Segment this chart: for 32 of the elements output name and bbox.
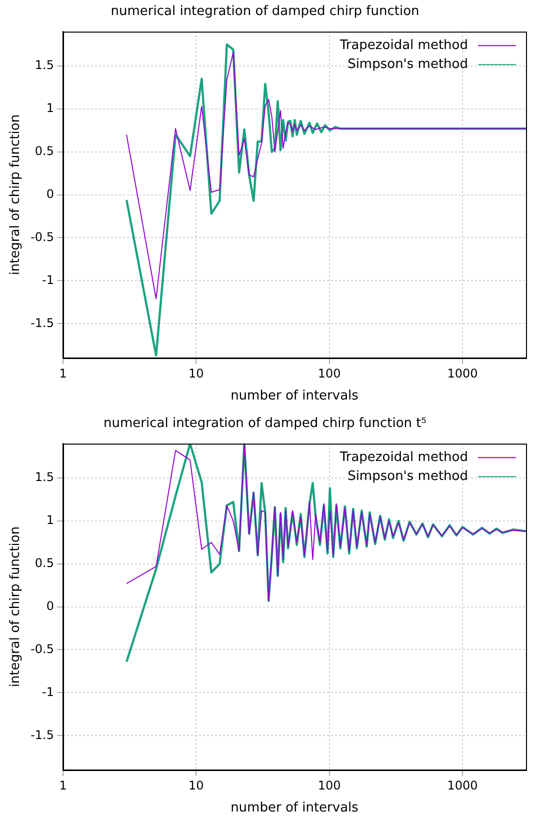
y-tick-label: -0.5	[30, 230, 54, 244]
legend-label: Simpson's method	[348, 56, 468, 72]
y-tick-label: -1.5	[30, 728, 54, 742]
chart-title: numerical integration of damped chirp function t⁵	[104, 416, 426, 432]
y-tick-label: -1	[42, 684, 54, 699]
y-tick-label: -1	[42, 272, 54, 287]
x-axis-title: number of intervals	[230, 800, 359, 816]
legend-label: Trapezoidal method	[338, 38, 468, 53]
y-tick-label: 0	[46, 598, 54, 613]
chart-title: numerical integration of damped chirp function	[110, 4, 420, 20]
y-tick-label: -0.5	[30, 642, 54, 656]
y-tick-label: 0	[46, 186, 54, 201]
x-tick-label: 1	[59, 366, 67, 380]
legend-label: Trapezoidal method	[338, 450, 468, 465]
y-tick-label: 1	[46, 101, 54, 116]
y-axis-title: integral of chirp function	[8, 526, 24, 688]
x-tick-label: 1000	[447, 778, 478, 792]
x-tick-label: 1	[59, 778, 67, 792]
legend-label: Simpson's method	[348, 468, 468, 484]
y-tick-label: -1.5	[30, 316, 54, 330]
y-axis-title: integral of chirp function	[8, 114, 24, 276]
y-tick-label: 0.5	[34, 556, 54, 570]
y-tick-label: 0.5	[34, 144, 54, 158]
x-tick-label: 10	[188, 366, 204, 380]
x-tick-label: 1000	[447, 366, 478, 380]
y-tick-label: 1.5	[34, 58, 54, 72]
x-tick-label: 100	[318, 778, 341, 792]
y-tick-label: 1	[46, 513, 54, 528]
x-tick-label: 10	[188, 778, 204, 792]
x-tick-label: 100	[318, 366, 341, 380]
y-tick-label: 1.5	[34, 470, 54, 484]
x-axis-title: number of intervals	[230, 388, 359, 404]
